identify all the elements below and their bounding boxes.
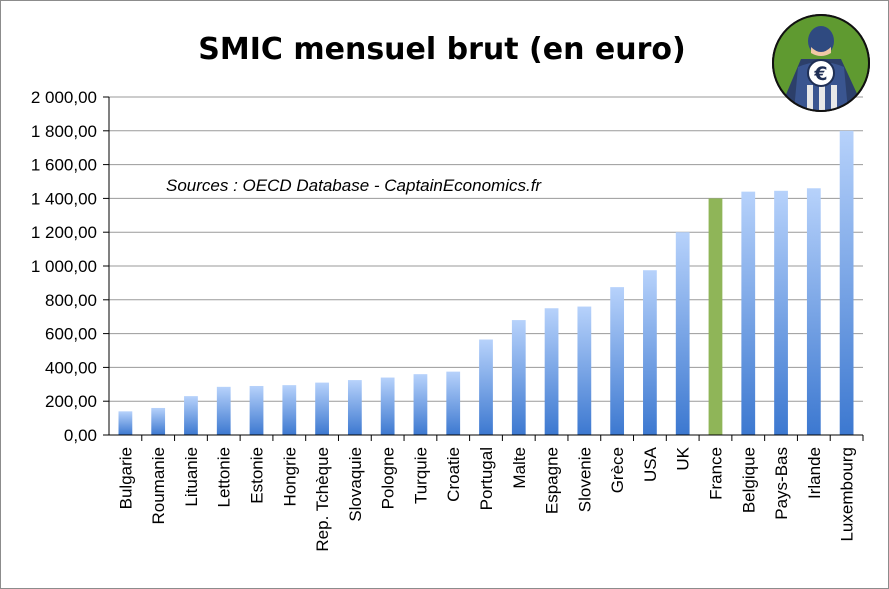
bar xyxy=(282,385,297,435)
x-tick-label: Pays-Bas xyxy=(772,447,791,520)
bar xyxy=(544,308,559,435)
y-tick-label: 1 800,00 xyxy=(31,122,97,141)
x-tick-label: Lettonie xyxy=(215,447,234,508)
axes xyxy=(108,97,863,436)
bar xyxy=(347,380,362,435)
captain-economics-logo: € xyxy=(772,14,870,112)
bar xyxy=(380,377,395,435)
x-tick-label: Luxembourg xyxy=(838,447,857,542)
bar xyxy=(610,287,625,435)
x-tick-label: Belgique xyxy=(739,447,758,513)
y-tick-label: 200,00 xyxy=(45,392,97,411)
source-annotation: Sources : OECD Database - CaptainEconomi… xyxy=(166,176,542,195)
x-tick-label: Lituanie xyxy=(182,447,201,507)
x-tick-label: Slovenie xyxy=(575,447,594,512)
y-tick-label: 1 400,00 xyxy=(31,189,97,208)
y-tick-label: 1 000,00 xyxy=(31,257,97,276)
x-tick-label: Grèce xyxy=(608,447,627,493)
x-tick-labels: Bulgarie Roumanie Lituanie Lettonie Estonie H… xyxy=(116,446,856,551)
bar xyxy=(774,190,788,435)
gridlines xyxy=(103,96,863,436)
x-tick-label: Pologne xyxy=(379,447,398,509)
x-tick-label: Hongrie xyxy=(280,447,299,507)
bar xyxy=(741,191,756,435)
bar xyxy=(839,130,854,436)
y-tick-label: 800,00 xyxy=(45,291,97,310)
bar xyxy=(708,198,723,435)
x-tick-label: UK xyxy=(674,446,693,470)
x-tick-label: Espagne xyxy=(543,447,562,514)
bar xyxy=(643,270,657,435)
x-tick-label: Croatie xyxy=(444,447,463,502)
y-tick-label: 0,00 xyxy=(64,426,97,445)
bar xyxy=(216,386,231,435)
bar xyxy=(806,188,821,435)
x-tick-label: Estonie xyxy=(248,447,267,504)
y-tick-label: 600,00 xyxy=(45,325,97,344)
bar xyxy=(446,371,461,435)
euro-symbol-icon: € xyxy=(813,63,827,85)
bar xyxy=(315,382,329,435)
x-tick-label: Rep. Tchèque xyxy=(313,447,332,552)
bar xyxy=(511,320,526,435)
bar xyxy=(577,306,592,435)
x-tick-label: Slovaquie xyxy=(346,447,365,522)
x-tick-label: USA xyxy=(641,446,660,482)
x-tick-label: Malte xyxy=(510,447,529,489)
bar xyxy=(413,374,428,435)
y-tick-label: 1 600,00 xyxy=(31,156,97,175)
y-tick-label: 2 000,00 xyxy=(31,88,97,107)
x-tick-label: France xyxy=(706,447,725,500)
bar xyxy=(151,407,166,435)
bar xyxy=(249,385,264,435)
bar xyxy=(118,411,133,435)
bars xyxy=(118,130,864,441)
bar xyxy=(184,396,198,435)
x-tick-label: Irlande xyxy=(805,447,824,499)
bar xyxy=(479,339,493,435)
bar xyxy=(675,232,690,435)
x-tick-label: Bulgarie xyxy=(116,447,135,509)
y-tick-label: 1 200,00 xyxy=(31,223,97,242)
chart-title: SMIC mensuel brut (en euro) xyxy=(198,32,685,67)
y-tick-label: 400,00 xyxy=(45,358,97,377)
x-tick-label: Roumanie xyxy=(149,447,168,525)
x-tick-label: Turquie xyxy=(411,447,430,504)
y-tick-labels: 0,00 200,00 400,00 600,00 800,00 1 000,00 1 20… xyxy=(31,88,97,445)
x-tick-label: Portugal xyxy=(477,447,496,510)
